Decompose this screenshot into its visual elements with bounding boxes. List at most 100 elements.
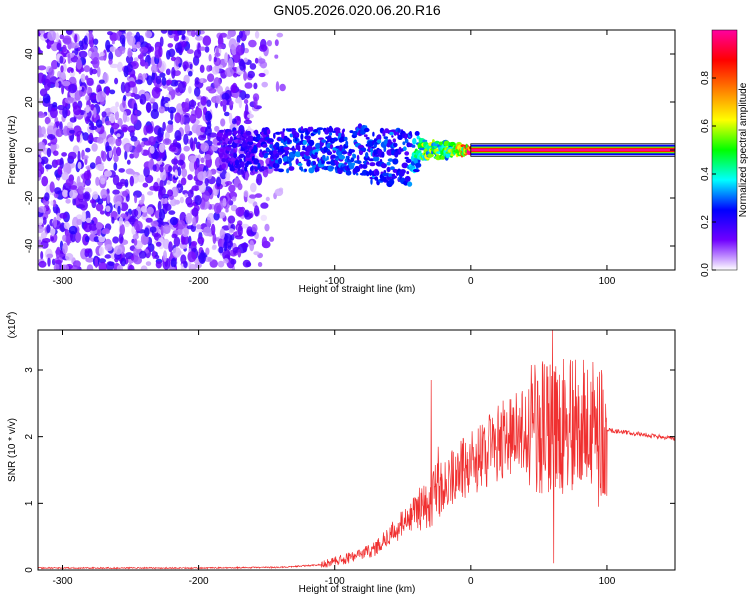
- heatmap-cell: [327, 126, 334, 133]
- heatmap-cell: [194, 107, 203, 119]
- heatmap-cell: [223, 258, 229, 264]
- heatmap-cell: [236, 134, 240, 139]
- heatmap-cell: [52, 199, 57, 208]
- heatmap-cell: [159, 72, 166, 78]
- heatmap-cell: [350, 157, 355, 163]
- heatmap-cell: [226, 34, 232, 40]
- heatmap-cell: [102, 228, 110, 233]
- heatmap-cell: [93, 107, 97, 119]
- heatmap-cell: [180, 177, 187, 186]
- heatmap-cell: [318, 137, 324, 140]
- heatmap-cell: [101, 151, 107, 162]
- heatmap-cell: [111, 40, 115, 45]
- heatmap-cell: [406, 171, 410, 175]
- heatmap-cell: [118, 30, 127, 33]
- heatmap-cell: [249, 212, 253, 219]
- heatmap-cell: [72, 197, 76, 206]
- heatmap-cell: [238, 30, 243, 39]
- heatmap-cell: [175, 47, 182, 54]
- heatmap-cell: [170, 79, 179, 87]
- heatmap-cell: [407, 181, 413, 187]
- heatmap-cell: [139, 51, 144, 63]
- heatmap-cell: [392, 158, 399, 165]
- heatmap-cell: [391, 135, 394, 138]
- heatmap-cell: [381, 151, 385, 158]
- snr-y-label: SNR (10 * v/v): [7, 418, 18, 482]
- heatmap-cell: [225, 181, 233, 186]
- heatmap-cell: [398, 146, 402, 154]
- heatmap-cell: [167, 120, 174, 125]
- heatmap-cell: [107, 136, 116, 145]
- heatmap-cell: [125, 143, 130, 153]
- heatmap-cell: [65, 30, 73, 35]
- heatmap-cell: [85, 116, 90, 125]
- heatmap-cell: [225, 172, 231, 180]
- heatmap-cell: [42, 216, 47, 225]
- heatmap-cell: [123, 94, 127, 102]
- heatmap-cell: [173, 236, 181, 247]
- heatmap-cell: [172, 139, 178, 147]
- heatmap-cell: [213, 202, 222, 214]
- heatmap-cell: [122, 126, 128, 133]
- heatmap-cell: [153, 181, 159, 192]
- heatmap-cell: [89, 139, 93, 144]
- heatmap-cell: [243, 71, 248, 81]
- heatmap-cell: [167, 180, 171, 185]
- heatmap-cell: [365, 136, 370, 140]
- heatmap-cell: [214, 52, 221, 57]
- heatmap-cell: [200, 96, 207, 106]
- heatmap-cell: [204, 46, 210, 53]
- heatmap-cell: [365, 152, 369, 159]
- heatmap-cell: [223, 233, 232, 244]
- heatmap-cell: [104, 170, 112, 177]
- heatmap-cell: [89, 125, 98, 131]
- heatmap-cell: [117, 205, 121, 215]
- heatmap-cell: [59, 157, 64, 170]
- heatmap-cell: [89, 199, 96, 204]
- heatmap-cell: [409, 131, 412, 136]
- heatmap-cell: [401, 162, 409, 169]
- heatmap-cell: [59, 212, 68, 219]
- heatmap-cell: [114, 77, 119, 85]
- heatmap-cell: [235, 206, 245, 217]
- heatmap-cell: [177, 166, 182, 177]
- heatmap-cell: [206, 65, 212, 72]
- heatmap-cell: [38, 206, 47, 213]
- heatmap-cell: [68, 83, 77, 94]
- heatmap-cell: [321, 160, 325, 164]
- heatmap-cell: [222, 248, 231, 261]
- heatmap-cell: [124, 82, 131, 93]
- y-tick-label: 2: [24, 433, 35, 439]
- heatmap-cell: [193, 49, 202, 59]
- heatmap-cell: [211, 144, 219, 152]
- heatmap-cell: [91, 143, 98, 152]
- heatmap-cell: [53, 150, 59, 156]
- heatmap-cell: [382, 172, 388, 177]
- heatmap-cell: [193, 161, 198, 170]
- heatmap-cell: [332, 137, 338, 142]
- heatmap-cell: [416, 150, 422, 154]
- heatmap-cell: [212, 244, 217, 249]
- heatmap-cell: [105, 86, 110, 96]
- heatmap-cell: [40, 232, 48, 239]
- heatmap-cell: [240, 223, 250, 229]
- heatmap-cell: [300, 133, 304, 141]
- heatmap-cell: [112, 189, 120, 195]
- heatmap-cell: [227, 57, 234, 70]
- heatmap-cell: [162, 121, 166, 132]
- heatmap-cell: [149, 145, 155, 154]
- heatmap-cell: [172, 247, 182, 258]
- heatmap-cell: [85, 95, 90, 101]
- heatmap-cell: [405, 158, 412, 163]
- y-tick-label: 40: [24, 48, 35, 60]
- heatmap-cell: [87, 96, 96, 101]
- heatmap-cell: [239, 59, 246, 71]
- heatmap-cell: [314, 167, 320, 172]
- heatmap-cells: [38, 30, 675, 270]
- heatmap-cell: [124, 150, 128, 160]
- heatmap-cell: [157, 200, 162, 212]
- heatmap-cell: [386, 161, 391, 166]
- heatmap-cell: [65, 198, 71, 204]
- heatmap-cell: [123, 65, 129, 78]
- colorbar-ticks: 0.0 0.2 0.4 0.6 0.8: [700, 71, 716, 277]
